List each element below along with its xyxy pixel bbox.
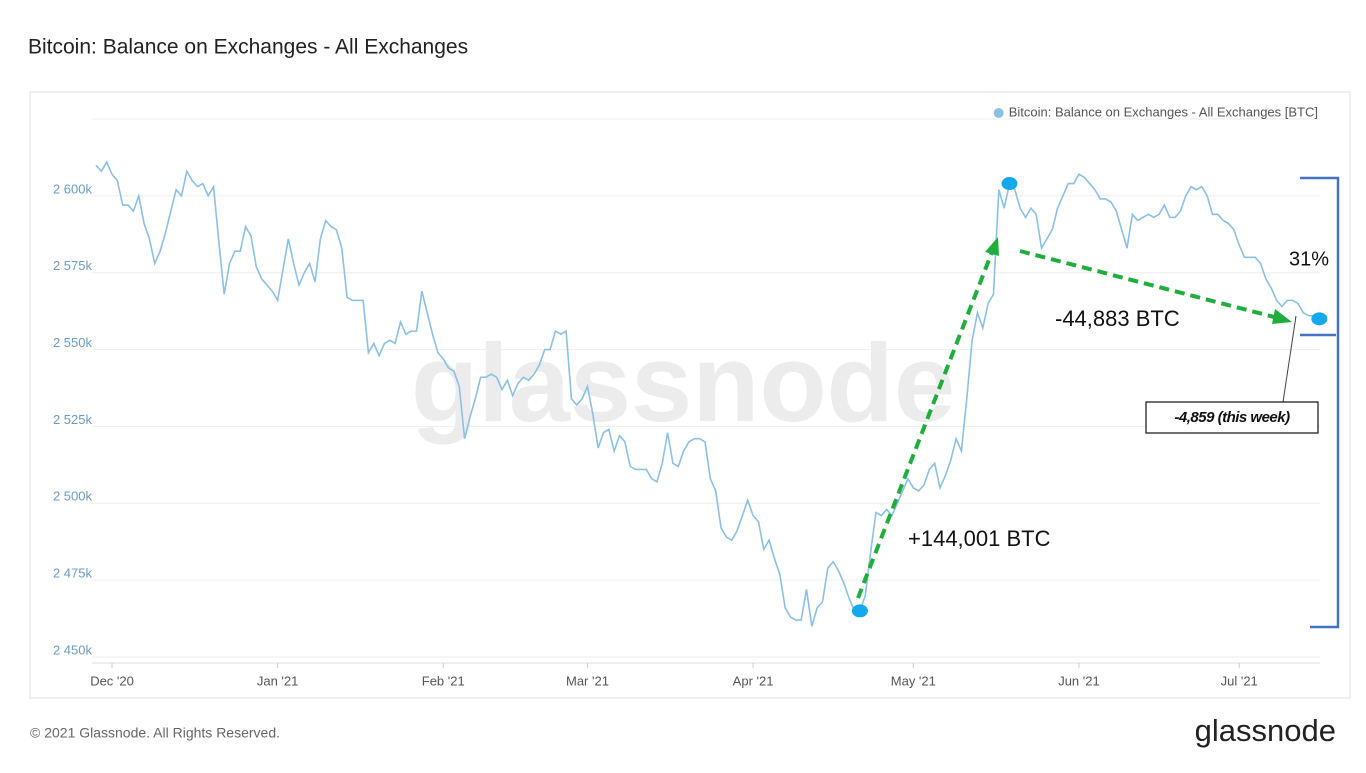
- footer: © 2021 Glassnode. All Rights Reserved.: [30, 725, 280, 741]
- plot: 2 450k 2 475k 2 500k 2 525k 2 550k 2 575k 2 60…: [53, 104, 1328, 688]
- callout-line: [1282, 315, 1297, 403]
- y-tick-label: 2 475k: [53, 566, 93, 581]
- y-tick-label: 2 450k: [53, 642, 93, 657]
- highlight-dot: [851, 604, 868, 618]
- highlight-dot: [1001, 177, 1018, 191]
- annotation: 31%: [1289, 248, 1329, 270]
- x-tick-label: Jan '21: [257, 673, 299, 688]
- logo: glassnode: [1195, 713, 1336, 748]
- annotation-arrows: [856, 249, 1279, 599]
- arrow-head: [1272, 309, 1292, 324]
- callout-box: [1145, 401, 1319, 434]
- chart-title: Bitcoin: Balance on Exchanges - All Exch…: [28, 36, 468, 59]
- y-tick-label: 2 500k: [53, 489, 93, 504]
- arrow-head: [985, 237, 999, 256]
- annotation: -44,883 BTC: [1055, 306, 1180, 331]
- x-tick-label: Jul '21: [1221, 673, 1258, 688]
- y-tick-label: 2 525k: [53, 412, 93, 427]
- highlight-dot: [1311, 312, 1328, 326]
- y-tick-label: 2 550k: [53, 335, 93, 350]
- legend-marker: [993, 108, 1004, 118]
- y-tick-label: 2 575k: [53, 258, 93, 273]
- bracket-large: [1300, 176, 1340, 629]
- annotation: -4,859 (this week): [1174, 409, 1290, 426]
- arrow-down: [1019, 249, 1279, 320]
- y-tick-label: 2 600k: [53, 181, 93, 196]
- arrow-up: [856, 251, 994, 599]
- series-line: [95, 160, 1320, 627]
- x-tick-label: Apr '21: [733, 673, 774, 688]
- x-tick-label: Feb '21: [422, 673, 465, 688]
- x-tick-label: Mar '21: [566, 673, 609, 688]
- legend-label: Bitcoin: Balance on Exchanges - All Exch…: [1009, 104, 1318, 119]
- watermark: glassnode: [411, 322, 955, 445]
- annotation: +144,001 BTC: [908, 526, 1051, 551]
- x-tick-label: May '21: [891, 673, 936, 688]
- x-tick-label: Jun '21: [1058, 673, 1100, 688]
- panel: [29, 91, 1351, 699]
- x-tick-label: Dec '20: [90, 673, 134, 688]
